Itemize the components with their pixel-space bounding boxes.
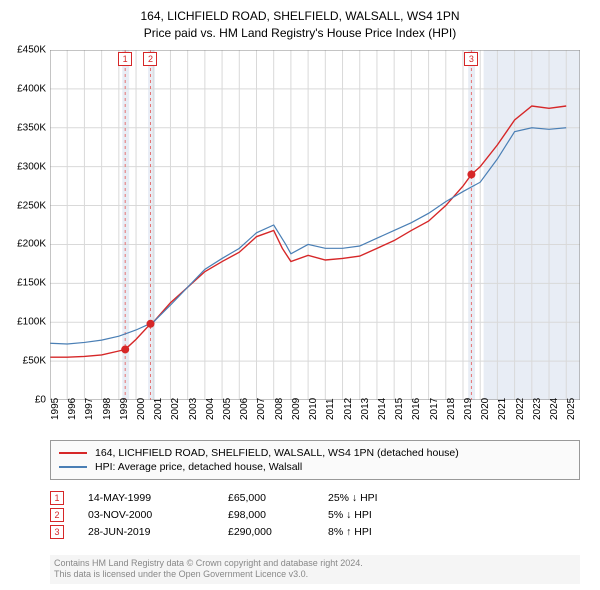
x-tick-label: 2018 [446, 398, 457, 420]
y-tick-label: £400K [0, 83, 46, 94]
sales-table: 1 14-MAY-1999£65,00025% ↓ HPI 2 03-NOV-2000… [50, 488, 580, 542]
sale-row: 1 14-MAY-1999£65,00025% ↓ HPI [50, 491, 580, 505]
x-tick-label: 2020 [480, 398, 491, 420]
y-tick-label: £450K [0, 45, 46, 56]
sale-date: 03-NOV-2000 [88, 509, 228, 521]
x-tick-label: 2006 [239, 398, 250, 420]
sale-price: £98,000 [228, 509, 328, 521]
x-axis-labels: 1995199619971998199920002001200220032004… [50, 402, 580, 438]
x-tick-label: 2009 [291, 398, 302, 420]
x-tick-label: 2000 [136, 398, 147, 420]
y-tick-label: £200K [0, 239, 46, 250]
attribution-footer: Contains HM Land Registry data © Crown c… [50, 555, 580, 584]
x-tick-label: 2005 [222, 398, 233, 420]
y-tick-label: £250K [0, 200, 46, 211]
sale-marker-box: 3 [464, 52, 478, 66]
sale-pct: 25% ↓ HPI [328, 492, 428, 504]
sale-marker: 2 [50, 508, 64, 522]
footer-line-1: Contains HM Land Registry data © Crown c… [54, 558, 576, 570]
x-tick-label: 2004 [205, 398, 216, 420]
x-tick-label: 2011 [325, 398, 336, 420]
x-tick-label: 1997 [84, 398, 95, 420]
sale-date: 28-JUN-2019 [88, 526, 228, 538]
legend-label: 164, LICHFIELD ROAD, SHELFIELD, WALSALL,… [95, 447, 459, 459]
sale-row: 3 28-JUN-2019£290,0008% ↑ HPI [50, 525, 580, 539]
x-tick-label: 2021 [497, 398, 508, 420]
chart-area: £0£50K£100K£150K£200K£250K£300K£350K£400… [50, 50, 580, 400]
x-tick-label: 2002 [170, 398, 181, 420]
footer-line-2: This data is licensed under the Open Gov… [54, 569, 576, 581]
chart-svg [50, 50, 580, 400]
y-tick-label: £350K [0, 122, 46, 133]
x-tick-label: 2015 [394, 398, 405, 420]
title-line-1: 164, LICHFIELD ROAD, SHELFIELD, WALSALL,… [0, 8, 600, 25]
sale-pct: 8% ↑ HPI [328, 526, 428, 538]
x-tick-label: 2023 [532, 398, 543, 420]
sale-price: £290,000 [228, 526, 328, 538]
x-tick-label: 2008 [274, 398, 285, 420]
x-tick-label: 1999 [119, 398, 130, 420]
x-tick-label: 2017 [429, 398, 440, 420]
legend: 164, LICHFIELD ROAD, SHELFIELD, WALSALL,… [50, 440, 580, 480]
sale-price: £65,000 [228, 492, 328, 504]
x-tick-label: 1998 [102, 398, 113, 420]
legend-label: HPI: Average price, detached house, Wals… [95, 461, 302, 473]
x-tick-label: 2025 [566, 398, 577, 420]
y-tick-label: £300K [0, 161, 46, 172]
x-tick-label: 2010 [308, 398, 319, 420]
x-tick-label: 2012 [343, 398, 354, 420]
x-tick-label: 1995 [50, 398, 61, 420]
title-line-2: Price paid vs. HM Land Registry's House … [0, 25, 600, 42]
sale-marker-box: 2 [143, 52, 157, 66]
x-tick-label: 2001 [153, 398, 164, 420]
y-tick-label: £150K [0, 278, 46, 289]
legend-row: HPI: Average price, detached house, Wals… [59, 461, 571, 473]
y-tick-label: £0 [0, 395, 46, 406]
sale-marker: 3 [50, 525, 64, 539]
sale-row: 2 03-NOV-2000£98,0005% ↓ HPI [50, 508, 580, 522]
legend-swatch [59, 452, 87, 454]
x-tick-label: 2003 [188, 398, 199, 420]
x-tick-label: 2024 [549, 398, 560, 420]
x-tick-label: 2019 [463, 398, 474, 420]
x-tick-label: 2022 [515, 398, 526, 420]
y-axis-labels: £0£50K£100K£150K£200K£250K£300K£350K£400… [0, 50, 46, 400]
y-tick-label: £50K [0, 356, 46, 367]
legend-swatch [59, 466, 87, 468]
x-tick-label: 2014 [377, 398, 388, 420]
chart-title: 164, LICHFIELD ROAD, SHELFIELD, WALSALL,… [0, 0, 600, 42]
sale-marker-box: 1 [118, 52, 132, 66]
sale-marker: 1 [50, 491, 64, 505]
sale-pct: 5% ↓ HPI [328, 509, 428, 521]
y-tick-label: £100K [0, 317, 46, 328]
legend-row: 164, LICHFIELD ROAD, SHELFIELD, WALSALL,… [59, 447, 571, 459]
sale-date: 14-MAY-1999 [88, 492, 228, 504]
x-tick-label: 2013 [360, 398, 371, 420]
x-tick-label: 2016 [411, 398, 422, 420]
x-tick-label: 1996 [67, 398, 78, 420]
x-tick-label: 2007 [256, 398, 267, 420]
